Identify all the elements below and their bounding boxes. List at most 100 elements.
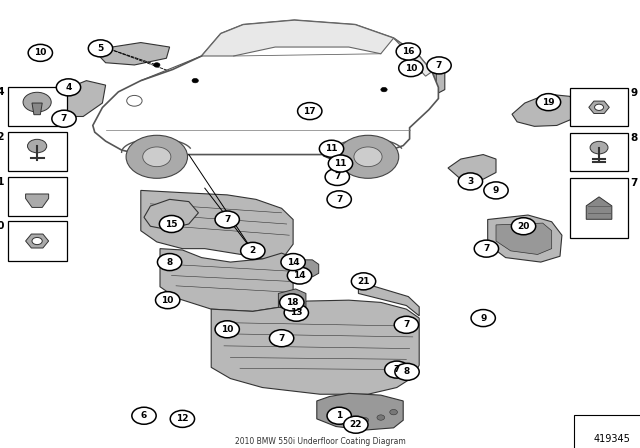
Text: 22: 22	[349, 420, 362, 429]
Circle shape	[154, 63, 160, 67]
Text: 1: 1	[336, 411, 342, 420]
Text: 15: 15	[165, 220, 178, 228]
Text: 14: 14	[0, 87, 6, 97]
Circle shape	[157, 254, 182, 271]
Text: 7: 7	[483, 244, 490, 253]
Circle shape	[143, 147, 171, 167]
Text: 7: 7	[334, 172, 340, 181]
Circle shape	[319, 140, 344, 157]
Text: 11: 11	[325, 144, 338, 153]
Polygon shape	[358, 282, 419, 316]
Circle shape	[23, 92, 51, 112]
Polygon shape	[26, 234, 49, 248]
Bar	[8, 132, 67, 171]
Circle shape	[345, 415, 353, 420]
Text: 21: 21	[357, 277, 370, 286]
Circle shape	[28, 139, 47, 153]
Polygon shape	[291, 113, 342, 147]
Circle shape	[192, 78, 198, 83]
Text: 10: 10	[34, 48, 47, 57]
Text: 8: 8	[166, 258, 173, 267]
Polygon shape	[589, 101, 609, 113]
Circle shape	[215, 321, 239, 338]
Text: 14: 14	[293, 271, 306, 280]
Text: 3: 3	[467, 177, 474, 186]
Circle shape	[126, 135, 188, 178]
Circle shape	[471, 310, 495, 327]
Circle shape	[284, 304, 308, 321]
Text: 11: 11	[334, 159, 347, 168]
Polygon shape	[394, 38, 432, 76]
Polygon shape	[586, 197, 612, 219]
Circle shape	[396, 43, 420, 60]
Circle shape	[28, 44, 52, 61]
Text: 12: 12	[0, 132, 6, 142]
Polygon shape	[448, 155, 496, 179]
Circle shape	[325, 168, 349, 185]
Text: 10: 10	[404, 64, 417, 73]
Text: 8: 8	[404, 367, 410, 376]
Text: 7: 7	[436, 61, 442, 70]
Text: 7: 7	[61, 114, 67, 123]
Text: 16: 16	[402, 47, 415, 56]
Circle shape	[56, 79, 81, 96]
Text: 9: 9	[480, 314, 486, 323]
Circle shape	[484, 182, 508, 199]
Text: 10: 10	[161, 296, 174, 305]
Circle shape	[327, 407, 351, 424]
Polygon shape	[51, 81, 106, 116]
Circle shape	[127, 95, 142, 106]
Circle shape	[390, 409, 397, 415]
Text: 10: 10	[221, 325, 234, 334]
Polygon shape	[211, 300, 419, 394]
Circle shape	[590, 142, 608, 154]
Text: 14: 14	[287, 258, 300, 267]
Polygon shape	[160, 249, 293, 311]
Text: 7: 7	[278, 334, 285, 343]
Polygon shape	[32, 103, 42, 115]
Circle shape	[427, 57, 451, 74]
Circle shape	[511, 218, 536, 235]
Circle shape	[269, 330, 294, 347]
Text: 7: 7	[224, 215, 230, 224]
Bar	[8, 87, 67, 126]
Text: 6: 6	[141, 411, 147, 420]
Circle shape	[328, 155, 353, 172]
Circle shape	[361, 418, 369, 423]
Circle shape	[394, 316, 419, 333]
Polygon shape	[296, 260, 319, 277]
Circle shape	[156, 292, 180, 309]
Text: 7: 7	[336, 195, 342, 204]
Circle shape	[377, 415, 385, 420]
Text: 9: 9	[630, 88, 637, 98]
Polygon shape	[317, 393, 403, 430]
Circle shape	[88, 40, 113, 57]
Circle shape	[52, 110, 76, 127]
Text: 18: 18	[285, 298, 298, 307]
Circle shape	[344, 416, 368, 433]
Circle shape	[416, 69, 422, 74]
Text: 11: 11	[0, 177, 6, 186]
Polygon shape	[370, 65, 445, 96]
Text: 4: 4	[65, 83, 72, 92]
Bar	[570, 133, 628, 171]
Circle shape	[298, 103, 322, 120]
Circle shape	[287, 267, 312, 284]
Text: 20: 20	[517, 222, 530, 231]
Circle shape	[241, 242, 265, 259]
Circle shape	[536, 94, 561, 111]
Circle shape	[385, 361, 409, 378]
Text: 9: 9	[493, 186, 499, 195]
Text: 8: 8	[630, 133, 637, 143]
Circle shape	[381, 87, 387, 92]
Circle shape	[595, 104, 604, 111]
Text: 419345: 419345	[593, 435, 630, 444]
Bar	[570, 178, 628, 238]
Circle shape	[337, 135, 399, 178]
Circle shape	[280, 294, 304, 311]
Bar	[570, 88, 628, 126]
Text: 7: 7	[403, 320, 410, 329]
Text: 13: 13	[290, 308, 303, 317]
Text: 5: 5	[97, 44, 104, 53]
Circle shape	[395, 363, 419, 380]
